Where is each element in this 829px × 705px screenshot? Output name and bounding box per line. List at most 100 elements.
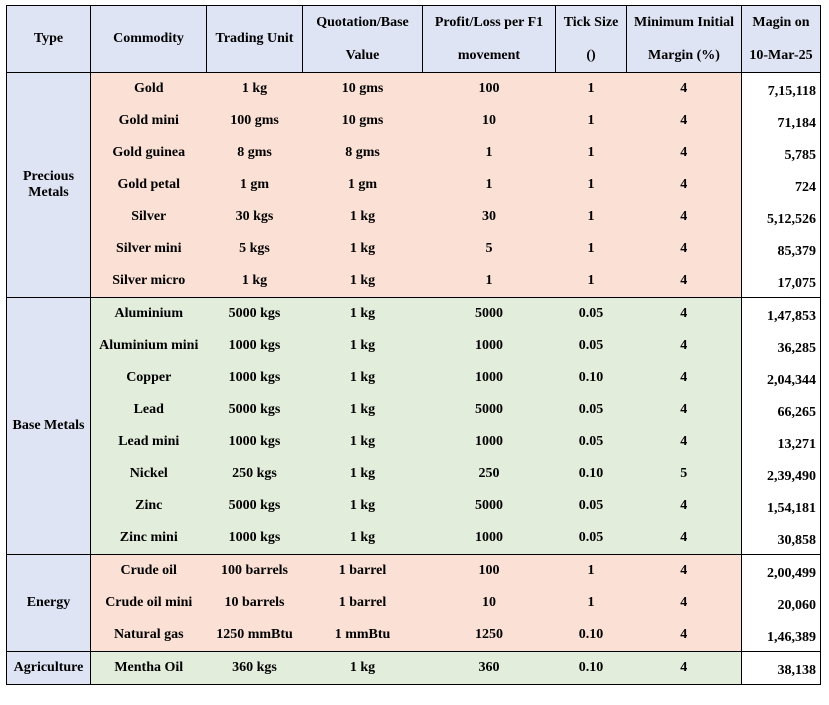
profit-loss-cell: 10: [422, 105, 556, 137]
margin-cell: 38,138: [741, 651, 821, 685]
margin-cell: 2,00,499: [741, 554, 821, 587]
margin-value: 5,12,526: [767, 212, 816, 227]
profit-loss-cell: 1: [422, 265, 556, 298]
margin-cell: 30,858: [741, 522, 821, 555]
quotation-cell: 10 gms: [302, 105, 423, 137]
tick-size-cell: 1: [555, 105, 627, 137]
quotation-cell: 1 barrel: [302, 554, 423, 587]
min-margin-cell: 4: [626, 554, 742, 587]
margin-value: 724: [795, 180, 816, 195]
profit-loss-cell: 5000: [422, 490, 556, 522]
margin-cell: 5,12,526: [741, 201, 821, 233]
margin-cell: 85,379: [741, 233, 821, 265]
profit-loss-cell: 30: [422, 201, 556, 233]
header-profit-loss: Profit/Loss per F1 movement: [422, 5, 556, 73]
commodity-cell: Copper: [90, 362, 207, 394]
quotation-cell: 1 kg: [302, 458, 423, 490]
profit-loss-cell: 10: [422, 587, 556, 619]
min-margin-cell: 4: [626, 362, 742, 394]
margin-cell: 13,271: [741, 426, 821, 458]
min-margin-cell: 4: [626, 490, 742, 522]
min-margin-cell: 4: [626, 265, 742, 298]
type-cell: Base Metals: [6, 297, 91, 555]
trading-unit-cell: 1 kg: [206, 265, 303, 298]
profit-loss-cell: 250: [422, 458, 556, 490]
profit-loss-cell: 1250: [422, 619, 556, 652]
quotation-cell: 1 kg: [302, 426, 423, 458]
commodity-cell: Lead: [90, 394, 207, 426]
min-margin-cell: 4: [626, 619, 742, 652]
trading-unit-cell: 10 barrels: [206, 587, 303, 619]
margin-value: 66,265: [777, 405, 817, 420]
profit-loss-cell: 1000: [422, 426, 556, 458]
trading-unit-cell: 1000 kgs: [206, 522, 303, 555]
table-row: Gold petal 1 gm 1 gm 1 1 4 724: [7, 169, 821, 201]
table-row: Energy Crude oil 100 barrels 1 barrel 100 1 4 2…: [6, 554, 821, 652]
commodity-cell: Zinc: [90, 490, 207, 522]
type-cell: Precious Metals: [6, 72, 91, 298]
trading-unit-cell: 1000 kgs: [206, 426, 303, 458]
margin-cell: 2,39,490: [741, 458, 821, 490]
commodity-cell: Nickel: [90, 458, 207, 490]
quotation-cell: 10 gms: [302, 72, 423, 105]
quotation-cell: 1 kg: [302, 490, 423, 522]
table-row: Copper 1000 kgs 1 kg 1000 0.10 4 2,04,344: [7, 362, 821, 394]
margin-cell: 71,184: [741, 105, 821, 137]
trading-unit-cell: 8 gms: [206, 137, 303, 169]
commodity-cell: Mentha Oil: [90, 651, 207, 685]
margin-cell: 724: [741, 169, 821, 201]
commodity-cell: Silver micro: [90, 265, 207, 298]
tick-size-cell: 1: [555, 169, 627, 201]
tick-size-cell: 1: [555, 265, 627, 298]
table-row: Zinc mini 1000 kgs 1 kg 1000 0.05 4 30,858: [7, 522, 821, 555]
tick-size-cell: 1: [555, 72, 627, 105]
quotation-cell: 1 kg: [302, 297, 423, 330]
margin-value: 2,39,490: [767, 469, 816, 484]
type-cell: Agriculture: [6, 651, 91, 685]
margin-value: 1,47,853: [767, 309, 816, 324]
min-margin-cell: 4: [626, 72, 742, 105]
quotation-cell: 1 kg: [302, 201, 423, 233]
margin-value: 2,00,499: [767, 566, 816, 581]
margin-cell: 1,46,389: [741, 619, 821, 652]
min-margin-cell: 5: [626, 458, 742, 490]
header-trading-unit: Trading Unit: [206, 5, 303, 73]
tick-size-cell: 0.05: [555, 490, 627, 522]
quotation-cell: 1 mmBtu: [302, 619, 423, 652]
quotation-cell: 1 kg: [302, 362, 423, 394]
commodity-cell: Gold petal: [90, 169, 207, 201]
min-margin-cell: 4: [626, 201, 742, 233]
tick-size-cell: 0.05: [555, 297, 627, 330]
margin-value: 5,785: [784, 148, 817, 163]
profit-loss-cell: 5: [422, 233, 556, 265]
tick-size-cell: 1: [555, 233, 627, 265]
trading-unit-cell: 1 kg: [206, 72, 303, 105]
margin-value: 38,138: [777, 663, 817, 678]
margin-value: 20,060: [777, 598, 817, 613]
min-margin-cell: 4: [626, 522, 742, 555]
profit-loss-cell: 1: [422, 169, 556, 201]
commodity-cell: Aluminium: [90, 297, 207, 330]
min-margin-cell: 4: [626, 587, 742, 619]
quotation-cell: 1 kg: [302, 651, 423, 685]
header-row: Type Commodity Trading Unit Quotation/Ba…: [6, 5, 821, 73]
min-margin-cell: 4: [626, 233, 742, 265]
margin-value: 36,285: [777, 341, 817, 356]
type-cell: Energy: [6, 554, 91, 652]
tick-size-cell: 0.05: [555, 394, 627, 426]
quotation-cell: 1 gm: [302, 169, 423, 201]
min-margin-cell: 4: [626, 651, 742, 685]
tick-size-cell: 0.05: [555, 522, 627, 555]
tick-size-cell: 0.10: [555, 458, 627, 490]
table-row: Nickel 250 kgs 1 kg 250 0.10 5 2,39,490: [7, 458, 821, 490]
header-quotation: Quotation/Base Value: [302, 5, 423, 73]
tick-size-cell: 1: [555, 201, 627, 233]
min-margin-cell: 4: [626, 426, 742, 458]
commodity-cell: Gold: [90, 72, 207, 105]
trading-unit-cell: 100 barrels: [206, 554, 303, 587]
margin-cell: 1,54,181: [741, 490, 821, 522]
min-margin-cell: 4: [626, 105, 742, 137]
header-margin: Magin on 10-Mar-25: [741, 5, 821, 73]
margin-value: 13,271: [777, 437, 817, 452]
quotation-cell: 8 gms: [302, 137, 423, 169]
